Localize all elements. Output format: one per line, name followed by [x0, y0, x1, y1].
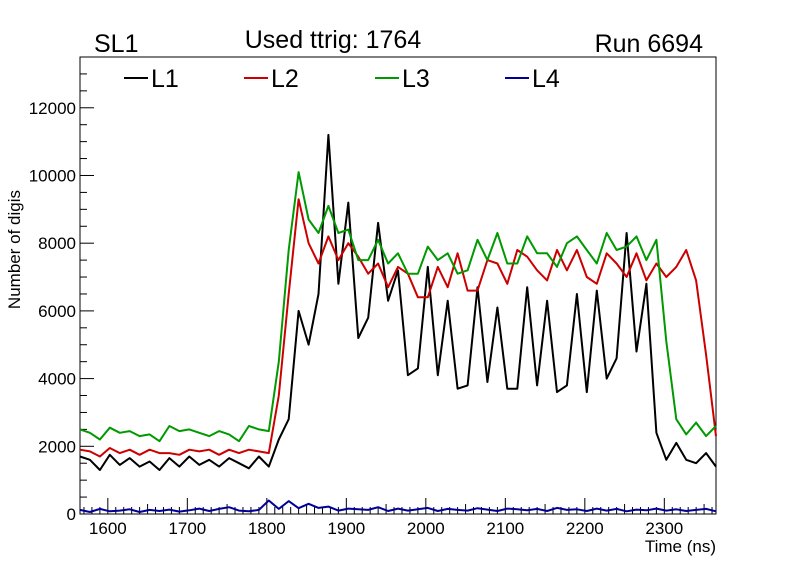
x-tick-label: 2100 — [486, 519, 524, 538]
x-tick-label: 1600 — [89, 519, 127, 538]
y-axis-label: Number of digis — [5, 190, 24, 309]
x-tick-label: 1700 — [168, 519, 206, 538]
series-line-l4 — [79, 499, 717, 513]
plot-frame — [79, 56, 717, 515]
y-tick-label: 8000 — [38, 234, 76, 253]
x-tick-label: 2300 — [645, 519, 683, 538]
series-layer — [79, 133, 717, 513]
legend-label-l4: L4 — [532, 65, 560, 93]
y-tick-label: 4000 — [38, 370, 76, 389]
chart-right-label: Run 6694 — [595, 30, 704, 58]
x-axis-label: Time (ns) — [645, 537, 716, 556]
x-tick-label: 2000 — [407, 519, 445, 538]
legend-label-l2: L2 — [271, 65, 299, 93]
x-axis: 1600 1700 1800 1900 2000 2100 2200 2300 — [83, 498, 713, 538]
y-tick-label: 0 — [67, 505, 76, 524]
y-axis: 0 2000 4000 6000 8000 10000 12000 — [29, 56, 94, 524]
legend-label-l3: L3 — [402, 65, 430, 93]
series-line-l3 — [79, 171, 717, 443]
y-tick-label: 2000 — [38, 437, 76, 456]
y-tick-label: 10000 — [29, 166, 76, 185]
series-line-l1 — [79, 133, 717, 471]
x-tick-label: 1800 — [248, 519, 286, 538]
y-tick-label: 6000 — [38, 302, 76, 321]
x-tick-label: 2200 — [566, 519, 604, 538]
series-line-l2 — [79, 198, 717, 458]
y-tick-label: 12000 — [29, 99, 76, 118]
x-tick-label: 1900 — [327, 519, 365, 538]
chart-left-label: SL1 — [94, 30, 138, 58]
legend-label-l1: L1 — [151, 65, 179, 93]
legend: L1 L2 L3 L4 — [124, 65, 560, 93]
chart-title: Used ttrig: 1764 — [245, 26, 422, 54]
